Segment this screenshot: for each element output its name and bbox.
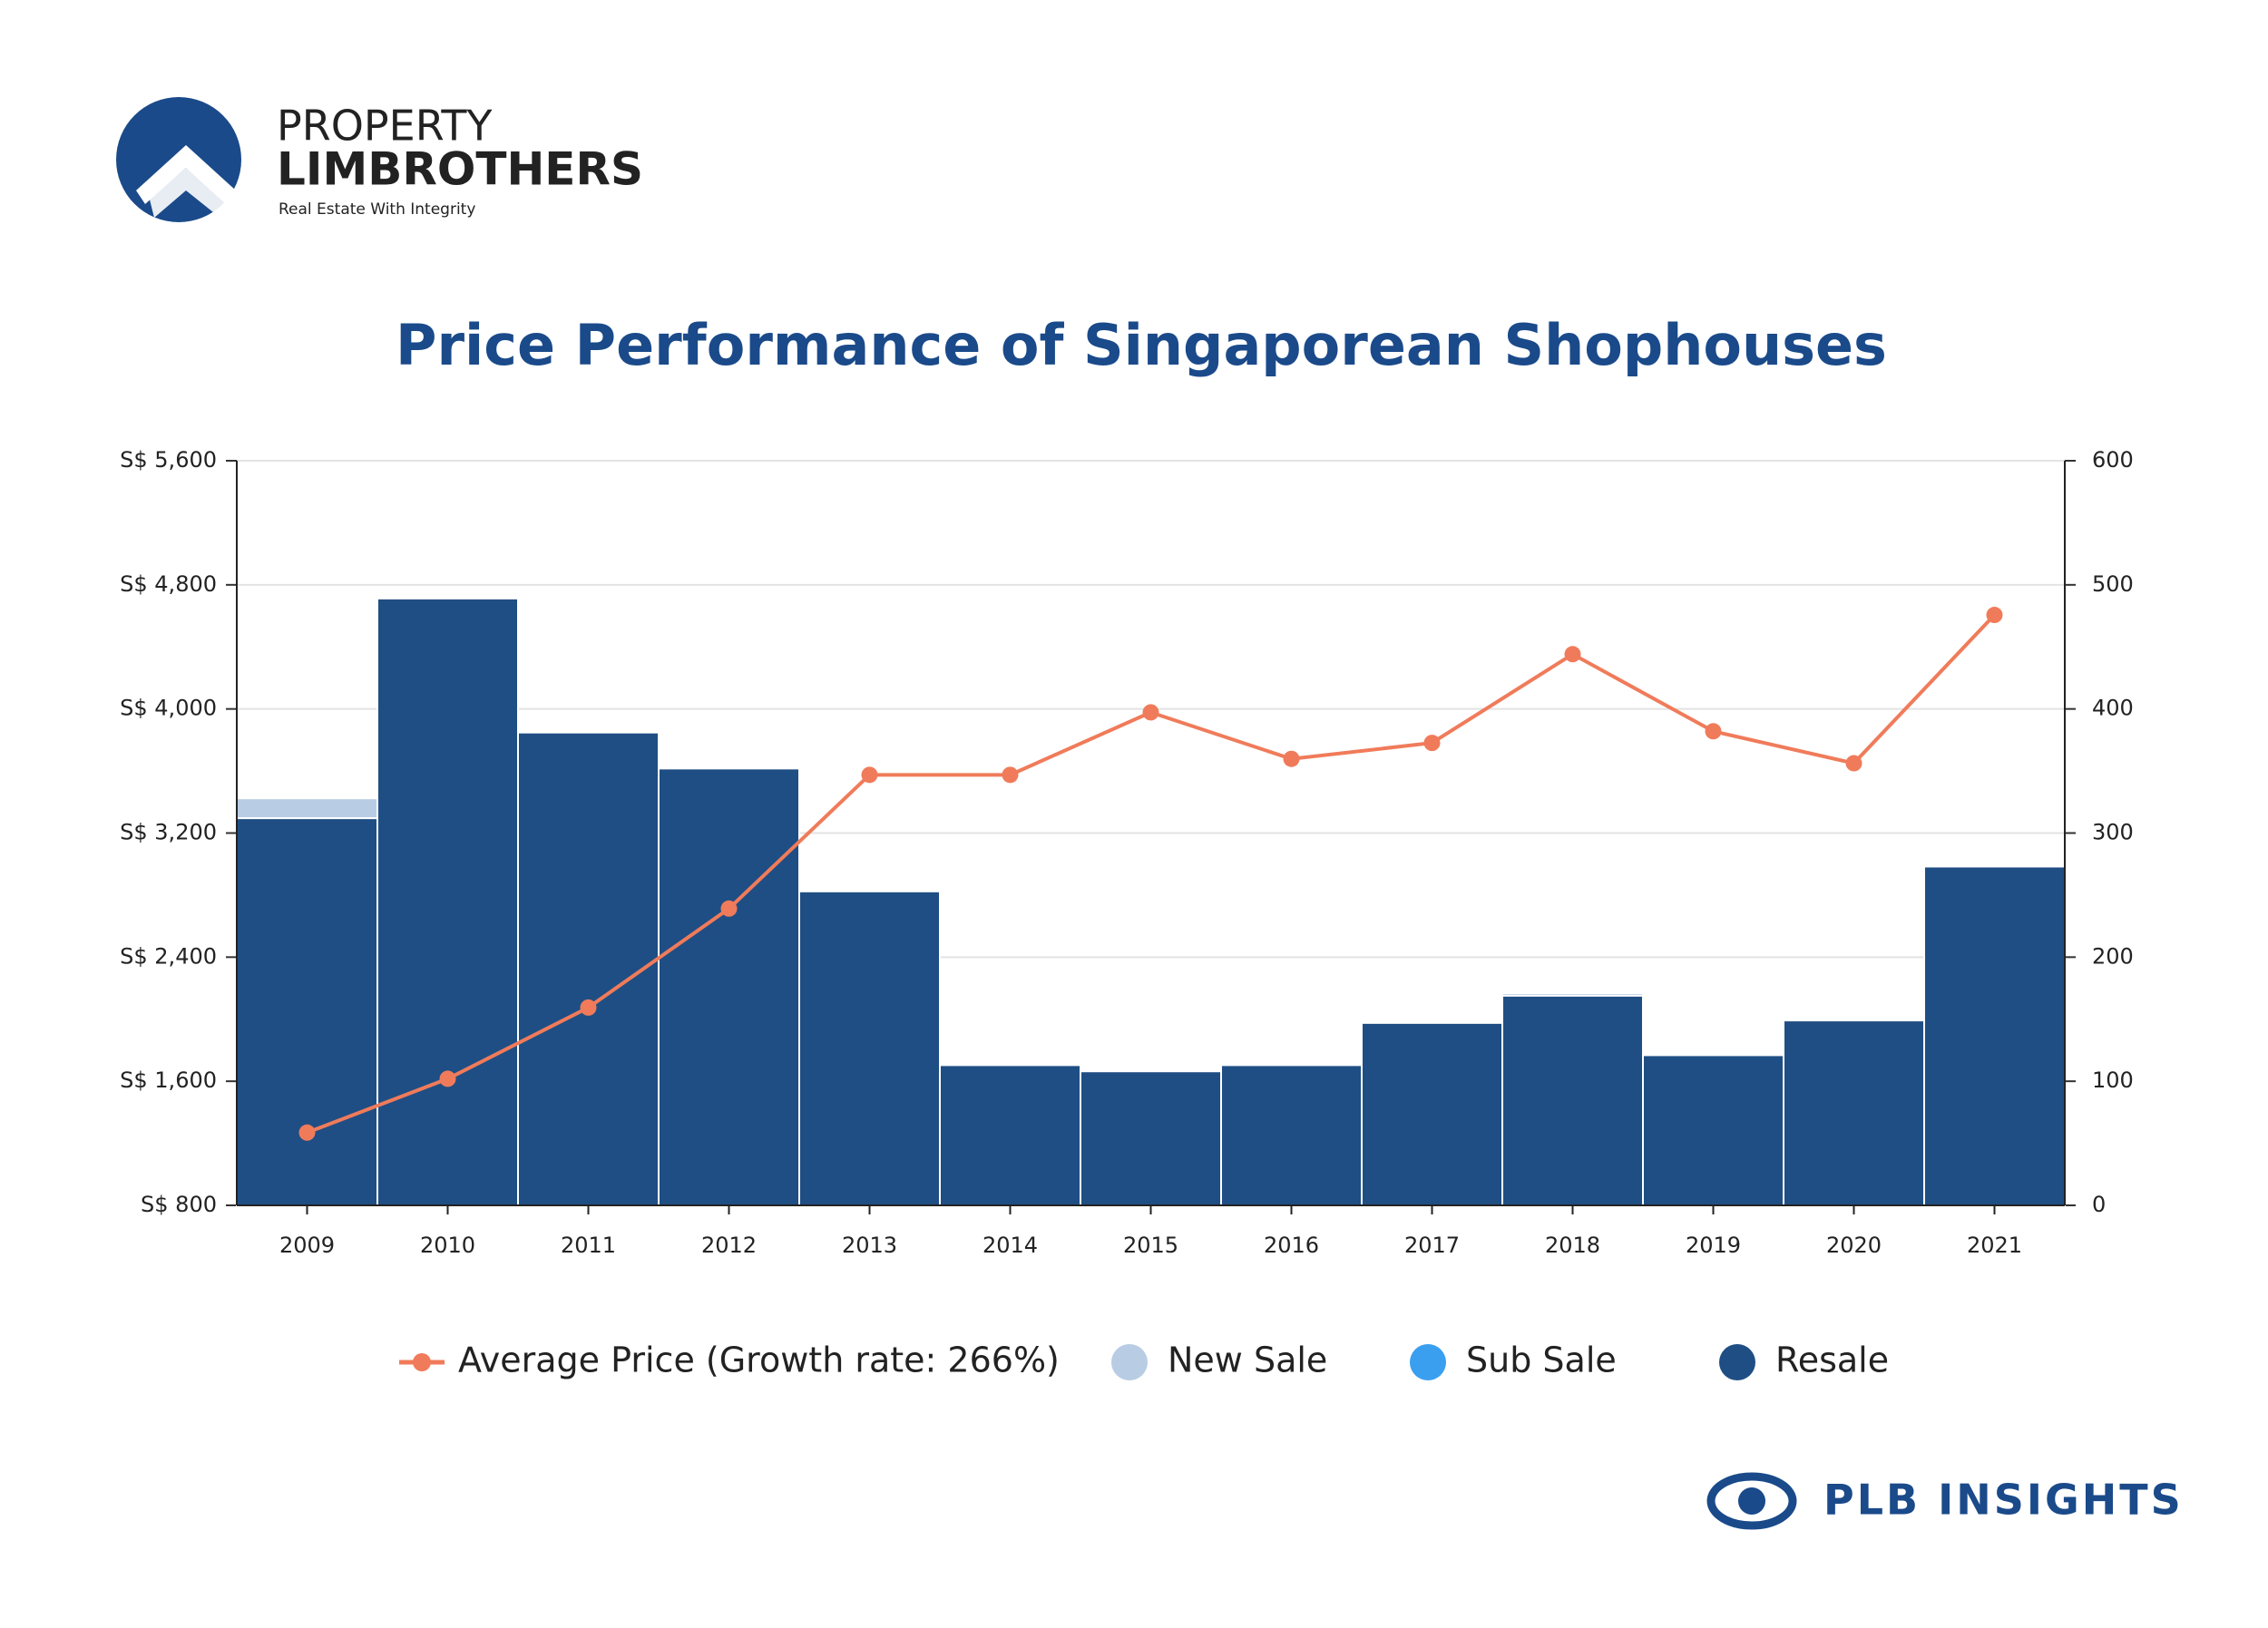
- line-marker: [580, 999, 597, 1016]
- x-tick-label: 2012: [701, 1233, 757, 1258]
- bar: [1080, 1070, 1222, 1206]
- line-marker: [1002, 766, 1019, 784]
- line-marker: [861, 766, 878, 784]
- plot: S$ 800 S$ 1,600 S$ 2,400 S$ 3,200 S$ 4,000 S$…: [120, 447, 2134, 1380]
- logo-tagline: Real Estate With Integrity: [279, 200, 475, 219]
- y-tick-label: S$ 1,600: [120, 1067, 217, 1093]
- x-tick-label: 2017: [1404, 1233, 1460, 1258]
- eye-icon: [1706, 1472, 1797, 1530]
- chart-title: Price Performance of Singaporean Shophou…: [396, 312, 1887, 378]
- line-marker: [1142, 704, 1159, 721]
- y2-tick-label: 100: [2092, 1067, 2134, 1093]
- bar: [1923, 865, 2066, 1206]
- logo-text: LIMBROTHERS: [277, 143, 643, 196]
- legend-swatch: [413, 1353, 431, 1371]
- bar: [376, 597, 519, 1206]
- y2-tick-label: 0: [2092, 1192, 2106, 1217]
- y2-tick-label: 200: [2092, 943, 2134, 969]
- logo-chevron: [136, 145, 236, 213]
- footer-brand: PLB INSIGHTS: [1706, 1472, 2184, 1530]
- x-tick-label: 2009: [279, 1233, 335, 1258]
- x-tick-label: 2010: [420, 1233, 475, 1258]
- eye-icon: [1738, 1487, 1765, 1515]
- bar: [658, 767, 800, 1206]
- y-tick-label: S$ 5,600: [120, 447, 217, 473]
- x-tick-label: 2013: [842, 1233, 897, 1258]
- legend-swatch: [1111, 1344, 1148, 1380]
- y2-tick-label: 300: [2092, 820, 2134, 845]
- line-marker: [1423, 735, 1441, 752]
- legend-swatch: [1410, 1344, 1446, 1380]
- line-marker: [720, 900, 738, 917]
- line-marker: [1705, 723, 1722, 740]
- x-tick-label: 2019: [1686, 1233, 1741, 1258]
- x-tick-label: 2021: [1967, 1233, 2022, 1258]
- logo-text: PROPERTY: [277, 102, 493, 151]
- y-tick-label: S$ 800: [141, 1192, 217, 1217]
- bar: [1361, 1021, 1503, 1206]
- x-tick-label: 2014: [982, 1233, 1038, 1258]
- line-marker: [439, 1070, 456, 1087]
- line-marker: [1986, 607, 2003, 624]
- bar: [1501, 994, 1644, 1207]
- line-marker: [1564, 646, 1581, 663]
- bar: [236, 797, 378, 820]
- x-tick-label: 2015: [1123, 1233, 1178, 1258]
- logo: PROPERTY LIMBROTHERS Real Estate With In…: [116, 97, 643, 227]
- x-tick-label: 2018: [1545, 1233, 1600, 1258]
- footer-text: PLB INSIGHTS: [1823, 1476, 2184, 1525]
- bar: [1642, 1054, 1784, 1206]
- bar: [517, 731, 660, 1206]
- legend-label: Average Price (Growth rate: 266%): [458, 1340, 1060, 1380]
- bar: [798, 890, 941, 1206]
- line-marker: [298, 1124, 316, 1141]
- bar: [236, 817, 378, 1207]
- legend-swatch: [1719, 1344, 1755, 1380]
- bar: [1220, 1064, 1363, 1206]
- y-tick-label: S$ 4,000: [120, 696, 217, 721]
- legend-label: Sub Sale: [1466, 1340, 1617, 1380]
- y-tick-label: S$ 2,400: [120, 943, 217, 969]
- x-tick-label: 2016: [1264, 1233, 1319, 1258]
- line-marker: [1283, 750, 1300, 767]
- bar: [939, 1064, 1081, 1206]
- x-tick-label: 2020: [1826, 1233, 1882, 1258]
- logo-chevron: [150, 168, 231, 227]
- y2-tick-label: 600: [2092, 447, 2134, 473]
- y-tick-label: S$ 3,200: [120, 820, 217, 845]
- y-tick-label: S$ 4,800: [120, 571, 217, 597]
- y2-tick-label: 400: [2092, 696, 2134, 721]
- bar: [1501, 992, 1644, 997]
- legend-label: New Sale: [1168, 1340, 1327, 1380]
- legend-label: Resale: [1775, 1340, 1889, 1380]
- y2-tick-label: 500: [2092, 571, 2134, 597]
- bar: [1783, 1019, 1925, 1206]
- x-tick-label: 2011: [561, 1233, 616, 1258]
- line-marker: [1845, 755, 1862, 772]
